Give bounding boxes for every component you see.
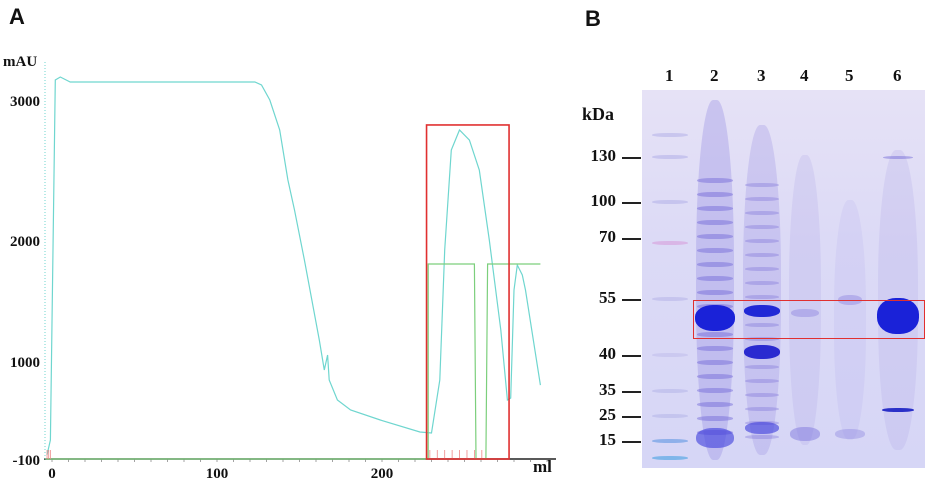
x-tick-label: 100 [206,466,229,482]
lane-3-band [745,211,779,215]
lane-2-smear [696,100,734,460]
mw-marker-tick [622,238,641,240]
mw-marker-tick [622,202,641,204]
lane-3-band [745,365,779,369]
y-tick-label: 2000 [10,234,40,250]
lane-2-band [697,359,733,365]
lane-3-band [745,267,779,271]
mw-marker-label: 35 [599,380,616,399]
lane-5-smear [834,200,866,440]
ladder-band [652,155,688,159]
x-axis-label: ml [533,457,552,476]
lane-2-band [697,205,733,211]
mw-marker-tick [622,416,641,418]
lane-2-band [697,345,733,351]
y-tick-label: 3000 [10,94,40,110]
lane-3-band [745,197,779,201]
x-tick-label: 0 [48,466,56,482]
lane-label: 6 [893,66,902,85]
lane-2-band [697,275,733,281]
y-tick-label: 1000 [10,355,40,371]
lane-label: 5 [845,66,854,85]
lane-label: 2 [710,66,719,85]
lane-3-band [745,407,779,411]
mw-marker-label: 25 [599,405,616,424]
lane-3-band [745,379,779,383]
panel-b-label: B [585,6,601,31]
lane-3-band [745,323,779,327]
lane-2-band [697,191,733,197]
kda-unit-label: kDa [582,104,615,124]
ladder-band [652,297,688,301]
lane-3-band [745,393,779,397]
y-tick-label: -100 [13,453,41,469]
y-axis-label: mAU [3,54,37,70]
lane-2-band [697,233,733,239]
mw-marker-tick [622,157,641,159]
ladder-band [652,439,688,443]
mw-marker-label: 100 [590,191,617,210]
lane-3-band [745,295,779,299]
ladder-band [652,456,688,460]
lane-2-band [697,401,733,407]
ladder-band [652,200,688,204]
peak-highlight-box [425,124,510,460]
sds-page-gel [642,90,925,468]
chromatogram-chart: mAU ml 0 100 200 -100 1000 2000 3000 [3,54,556,482]
mw-marker-label: 130 [590,146,617,165]
lane-2-low-band [696,428,734,448]
lane-3-target-band [744,305,780,317]
lane-3-smear [743,125,781,455]
lane-label: 4 [800,66,809,85]
lane-label: 3 [757,66,766,85]
lane-3-band [745,225,779,229]
lane-6-band [882,408,914,412]
uv-absorbance-trace [46,76,541,456]
lane-3-40kda-band [744,345,780,359]
lane-6-band [883,155,913,159]
lane-2-band [697,415,733,421]
mw-marker-tick [622,441,641,443]
lane-6-target-band [877,298,919,334]
ladder-band [652,414,688,418]
lane-2-band [697,373,733,379]
lane-3-band [745,281,779,285]
lane-3-band [745,253,779,257]
lane-4-target-band [791,309,819,317]
lane-4-low-band [790,427,820,441]
target-band-highlight-box [693,300,925,339]
lane-label: 1 [665,66,674,85]
lane-2-band [697,289,733,295]
mw-marker-tick [622,355,641,357]
panel-a-label: A [9,4,25,29]
lane-3-band [745,239,779,243]
lane-3-band [745,183,779,187]
lane-2-band [697,387,733,393]
mw-marker-label: 40 [599,344,616,363]
lane-3-band [745,337,779,341]
lane-5-low-band [835,429,865,439]
mw-marker-label: 55 [599,288,616,307]
lane-2-band [697,177,733,183]
lane-3-band [745,435,779,439]
gradient-trace [45,263,541,460]
lane-2-band [697,331,733,337]
ladder-band [652,133,688,137]
ladder-band [652,241,688,245]
mw-marker-label: 70 [599,227,616,246]
ladder-band [652,389,688,393]
mw-marker-tick [622,391,641,393]
lane-2-band [697,261,733,267]
mw-marker-label: 15 [599,430,616,449]
x-tick-label: 200 [371,466,394,482]
ladder-band [652,353,688,357]
lane-2-band [697,247,733,253]
lane-3-low-band [745,422,779,434]
lane-2-band [697,219,733,225]
mw-marker-tick [622,299,641,301]
lane-2-target-band [695,305,735,331]
